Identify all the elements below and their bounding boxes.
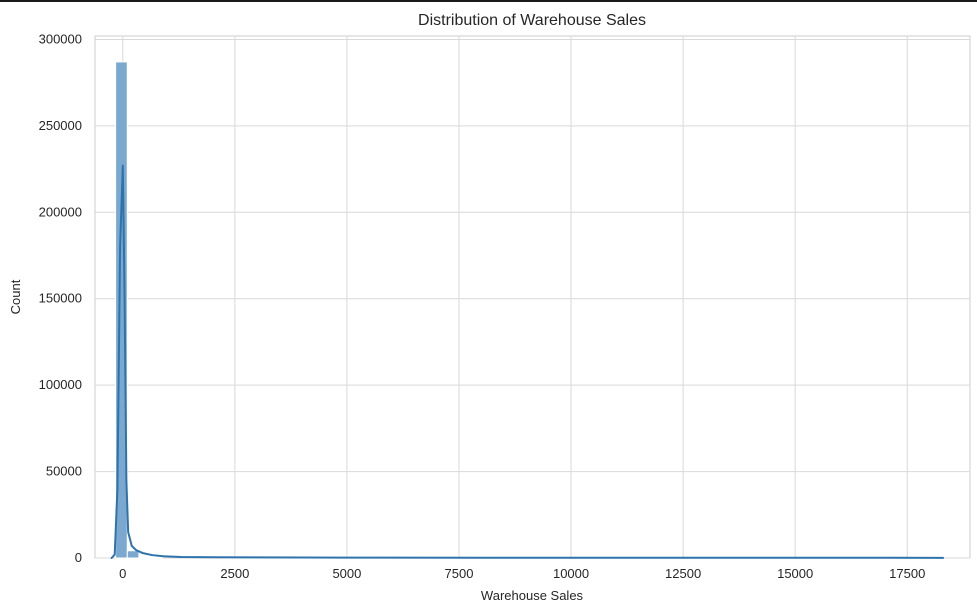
kde-line [110, 164, 945, 559]
x-axis-label: Warehouse Sales [481, 588, 584, 603]
chart-title: Distribution of Warehouse Sales [418, 12, 646, 29]
histogram-bar [138, 556, 152, 559]
kde-curve-layer [110, 164, 945, 559]
y-tick-label: 0 [75, 550, 82, 565]
x-tick-label: 12500 [665, 566, 701, 581]
y-tick-label: 300000 [39, 31, 82, 46]
top-border-line [0, 0, 977, 2]
y-tick-label: 100000 [39, 377, 82, 392]
tick-labels: 0 2500 5000 7500 10000 12500 15000 17500 0 50000 1… [39, 31, 926, 581]
y-tick-label: 250000 [39, 118, 82, 133]
histogram-bar [115, 61, 128, 559]
histogram-bars [115, 61, 163, 559]
x-tick-label: 2500 [220, 566, 249, 581]
y-tick-label: 150000 [39, 291, 82, 306]
grid-lines [94, 35, 971, 559]
y-tick-label: 50000 [46, 464, 82, 479]
x-tick-label: 15000 [777, 566, 813, 581]
x-tick-label: 10000 [553, 566, 589, 581]
x-tick-label: 17500 [889, 566, 925, 581]
plot-frame [94, 35, 971, 559]
y-axis-label: Count [8, 279, 23, 314]
y-tick-label: 200000 [39, 204, 82, 219]
histogram-bar [126, 550, 140, 559]
x-tick-label: 0 [119, 566, 126, 581]
x-tick-label: 7500 [445, 566, 474, 581]
x-tick-label: 5000 [332, 566, 361, 581]
